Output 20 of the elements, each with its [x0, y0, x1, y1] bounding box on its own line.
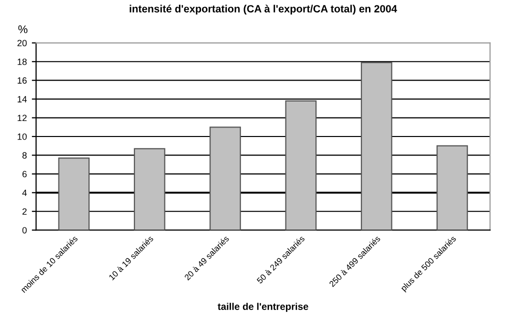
bar: [436, 145, 468, 230]
x-axis-title: taille de l'entreprise: [218, 302, 308, 312]
y-tick-label: 10: [18, 133, 27, 140]
y-tick-label: 0: [22, 227, 27, 234]
y-tick-label: 18: [18, 58, 27, 65]
y-tick-label: 4: [22, 190, 27, 196]
bar: [285, 100, 317, 230]
y-tick-label: 12: [18, 114, 27, 122]
bar: [360, 62, 392, 230]
chart-title: intensité d'exportation (CA à l'export/CA total) en 2004: [130, 4, 398, 15]
y-axis-title: %: [18, 25, 28, 34]
y-tick-label: 20: [17, 40, 27, 46]
bar: [58, 157, 90, 230]
y-tick-label: 2: [22, 208, 27, 215]
y-tick-label: 8: [22, 152, 27, 159]
y-tick-label: 16: [18, 77, 27, 84]
bar: [134, 148, 166, 230]
y-tick-label: 14: [18, 96, 27, 102]
y-tick-label: 6: [22, 170, 27, 178]
bar: [210, 126, 241, 230]
